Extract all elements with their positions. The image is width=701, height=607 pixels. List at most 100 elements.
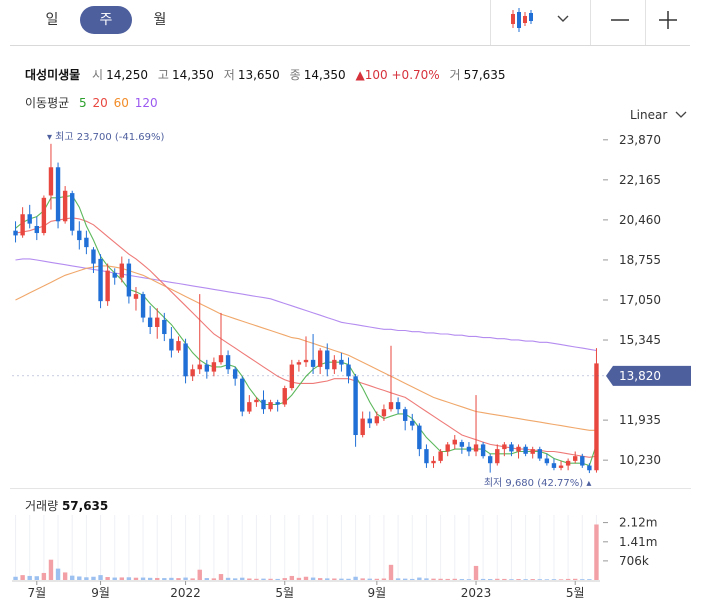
volume-bar [289,575,295,580]
volume-bar [353,576,358,580]
volume-bar [580,579,585,580]
volume-bar [395,578,401,580]
candle-body [232,369,238,379]
volume-bar [339,578,344,580]
chevron-down-icon[interactable] [556,14,570,24]
tab-month[interactable]: 월 [153,12,167,28]
candle-body [317,350,323,367]
volume-bar [105,577,110,580]
candle-body [70,193,75,231]
change-amount: ▲100 [355,68,388,82]
volume-bar [317,578,323,580]
current-price-label: 13,820 [619,369,661,383]
high-label: 고 [157,68,169,82]
volume-bar [268,578,273,580]
ma5-line [15,194,598,467]
close-label: 종 [289,68,301,82]
candle-body [466,446,472,452]
volume-bar [254,578,259,580]
volume-bar [62,572,68,580]
volume-bar [374,578,380,580]
candle-body [218,355,224,363]
volume-bar [261,578,266,580]
candle-body [48,167,54,196]
high-marker: ▾ 최고 23,700 (-41.69%) [47,131,165,143]
volume-bar [169,577,174,580]
volume-bar [402,578,408,580]
candle-body [84,237,89,248]
ma-period-20: 20 [92,96,108,110]
candle-body [225,355,231,370]
volume-bar [487,579,493,580]
volume-value: 57,635 [463,68,506,82]
zoom-out-button[interactable] [600,4,640,36]
candle-body [77,230,82,241]
volume-bar [325,578,330,580]
candle-body [580,456,585,466]
candle-body [169,338,174,351]
volume-bar [502,578,507,580]
candle-body [509,444,514,452]
scale-toggle[interactable]: Linear [630,108,687,122]
ma-period-5: 5 [79,96,87,110]
candle-body [424,449,429,464]
volume-bar [162,578,167,580]
volume-bar [218,574,224,580]
candle-body [367,418,372,424]
x-tick-label: 9월 [91,586,110,600]
scale-label: Linear [630,108,668,122]
candle-body [34,225,39,234]
open-value: 14,250 [106,68,149,82]
minus-icon [611,19,629,21]
candle-body [325,350,330,370]
candle-body [544,458,550,464]
candle-body [268,402,273,410]
candle-body [502,444,507,450]
volume-bar [232,578,238,580]
volume-bar [183,577,188,580]
volume-bar [247,578,252,580]
chart-type-button[interactable] [500,4,580,36]
candle-body [91,249,96,264]
candle-body [211,362,217,372]
volume-bar [204,578,210,580]
volume-bar [155,577,160,580]
volume-bar [495,578,500,580]
candle-body [495,449,500,464]
high-value: 14,350 [171,68,214,82]
plus-icon [659,11,677,29]
ma-period-120: 120 [134,96,158,110]
volume-bar [438,578,443,580]
volume-bar [225,577,231,580]
candle-body [282,388,287,405]
candle-body [133,294,139,299]
candle-body [183,343,188,377]
volume-bar [509,579,514,580]
stock-info-line: 대성미생물 시 14,250 고 14,350 저 13,650 종 14,350 ▲1… [25,66,512,83]
zoom-in-button[interactable] [648,4,688,36]
candle-body [62,190,68,222]
volume-bar [13,576,18,580]
volume-bar [388,564,394,580]
volume-bar [381,578,387,580]
candle-body [155,317,160,327]
volume-bar [197,569,202,580]
ma-period-60: 60 [113,96,129,110]
tab-week[interactable]: 주 [80,6,132,34]
volume-bar [27,575,32,580]
moving-average-legend[interactable]: 이동평균 5 20 60 120 [25,94,164,111]
volume-bar [480,578,486,580]
candle-body [473,444,479,452]
candle-body [147,317,153,327]
y-axis: 23,870 22,165 20,460 18,755 17,050 15,345 11,9… [603,133,661,467]
candle-body [162,319,167,335]
tab-day[interactable]: 일 [45,12,59,28]
volume-bar [20,575,25,580]
candle-body [140,294,146,318]
volume-bar [240,577,245,580]
candle-body [176,341,181,351]
candle-body [105,270,110,302]
volume-bar [452,578,457,580]
candle-body [402,409,408,421]
